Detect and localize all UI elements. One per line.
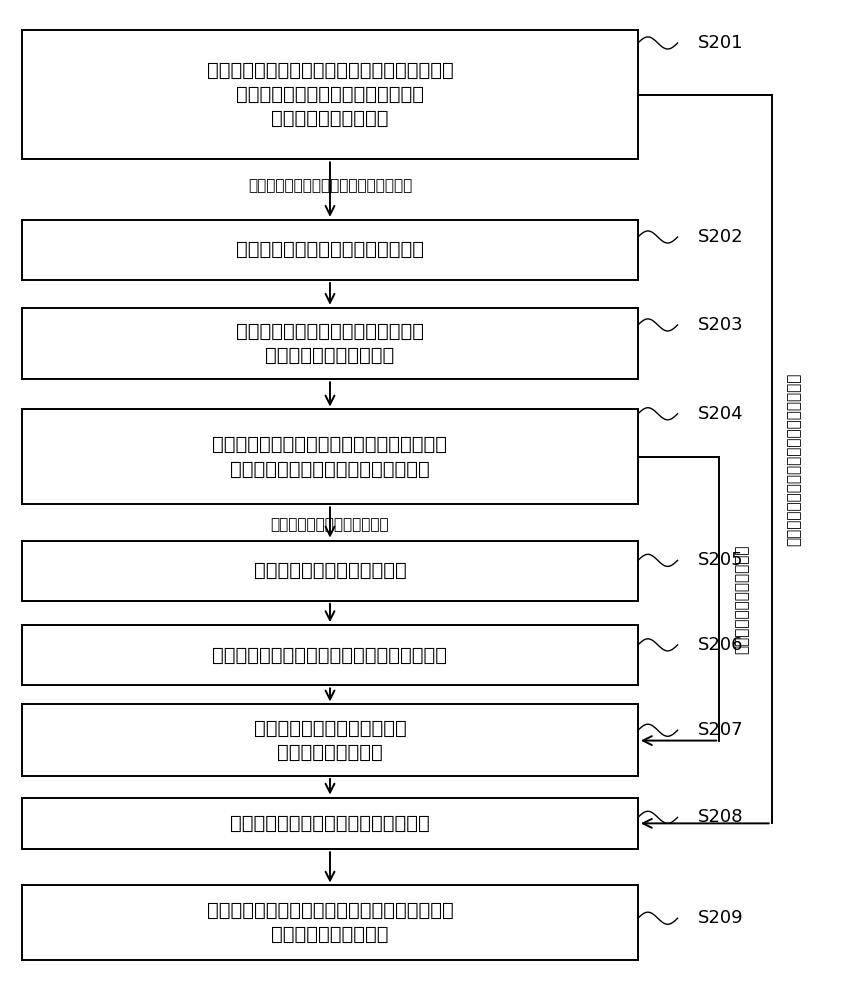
Bar [22,798,637,849]
Bar [22,30,637,159]
Bar [22,220,637,280]
Text: S201: S201 [697,34,742,52]
Text: S204: S204 [697,405,742,423]
Bar [22,409,637,504]
Text: 若血管狭窄列表中有遗漏的血管狭窄位点: 若血管狭窄列表中有遗漏的血管狭窄位点 [248,178,412,193]
Text: 对血管拉直重建影像进行血管狭窄位点检测，生: 对血管拉直重建影像进行血管狭窄位点检测，生 [207,61,453,80]
Bar [22,308,637,379]
Text: 若参照管腔位点在预设位置: 若参照管腔位点在预设位置 [734,544,748,654]
Text: S203: S203 [697,316,742,334]
Text: 获取遗漏的血管狭窄位点的添加指令: 获取遗漏的血管狭窄位点的添加指令 [236,240,424,259]
Text: 获取血管狭窄位点对应的参照管腔位点: 获取血管狭窄位点对应的参照管腔位点 [230,459,430,478]
Text: S206: S206 [697,636,742,654]
Text: 位点添加至血管狭窄列表: 位点添加至血管狭窄列表 [265,346,394,365]
Bar [22,704,637,776]
Text: 成血管狭窄列表；若血管狭窄列表中: 成血管狭窄列表；若血管狭窄列表中 [236,85,424,104]
Text: 针对血管狭窄列表中任意一个血管狭窄位点；: 针对血管狭窄列表中任意一个血管狭窄位点； [213,435,447,454]
Text: 管狭窄位点的狭窄程度: 管狭窄位点的狭窄程度 [271,925,388,944]
Text: 确定血管狭窄位点对应的狭窄管腔直径: 确定血管狭窄位点对应的狭窄管腔直径 [230,814,430,833]
Text: 确定预设位置处参照管腔位点: 确定预设位置处参照管腔位点 [253,719,406,738]
Text: 有遗漏的血管狭窄位点: 有遗漏的血管狭窄位点 [271,109,388,128]
Text: 对应的参照管腔直径: 对应的参照管腔直径 [276,743,382,762]
Text: 若血管狭窄列表中没有遗漏的血管狭窄位点: 若血管狭窄列表中没有遗漏的血管狭窄位点 [785,373,801,546]
Text: S208: S208 [697,808,742,826]
Text: 基于移动指令，移动参照管腔位点至预设位置: 基于移动指令，移动参照管腔位点至预设位置 [213,646,447,665]
Text: S202: S202 [697,228,742,246]
Text: S205: S205 [697,551,742,569]
Bar [22,885,637,960]
Text: S207: S207 [697,721,742,739]
Bar [22,541,637,601]
Text: 获取参照管腔位点的移动指令: 获取参照管腔位点的移动指令 [253,561,406,580]
Text: S209: S209 [697,909,742,927]
Text: 基于狭窄管腔直径和参照管腔直径，确定所述血: 基于狭窄管腔直径和参照管腔直径，确定所述血 [207,901,453,920]
Text: 响应于添加指令，将遗漏的血管狭窄: 响应于添加指令，将遗漏的血管狭窄 [236,322,424,341]
Bar [22,625,637,685]
Text: 若参照管腔位点不在预设位置: 若参照管腔位点不在预设位置 [270,518,389,533]
